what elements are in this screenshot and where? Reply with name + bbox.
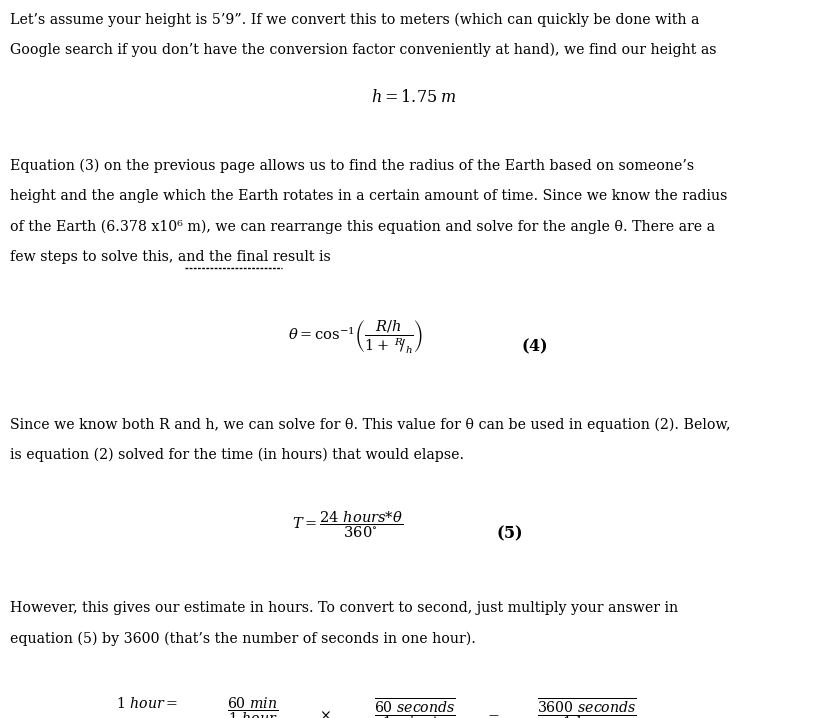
Text: $h = 1.75\;m$: $h = 1.75\;m$ — [370, 89, 457, 106]
Text: $=$: $=$ — [485, 709, 500, 718]
Text: Since we know both R and h, we can solve for θ. This value for θ can be used in : Since we know both R and h, we can solve… — [10, 417, 730, 432]
Text: $\dfrac{\overline{3600\ seconds}}{1\ hour}$: $\dfrac{\overline{3600\ seconds}}{1\ hou… — [538, 696, 637, 718]
Text: $\theta = \cos^{-1}\!\left(\dfrac{\,R/h\,}{1+\,^{R}\!/_{h}}\right)$: $\theta = \cos^{-1}\!\left(\dfrac{\,R/h\… — [288, 320, 423, 356]
Text: $\mathbf{(5)}$: $\mathbf{(5)}$ — [496, 523, 523, 543]
Text: However, this gives our estimate in hours. To convert to second, just multiply y: However, this gives our estimate in hour… — [10, 601, 678, 615]
Text: $\times$: $\times$ — [319, 709, 331, 718]
Text: few steps to solve this, and the final result is: few steps to solve this, and the final r… — [10, 250, 331, 264]
Text: of the Earth (6.378 x10⁶ m), we can rearrange this equation and solve for the an: of the Earth (6.378 x10⁶ m), we can rear… — [10, 220, 715, 234]
Text: $1\ hour =$: $1\ hour =$ — [116, 696, 178, 711]
Text: Google search if you don’t have the conversion factor conveniently at hand), we : Google search if you don’t have the conv… — [10, 43, 716, 57]
Text: $\dfrac{60\ min}{1\ hour}$: $\dfrac{60\ min}{1\ hour}$ — [227, 696, 278, 718]
Text: Equation (3) on the previous page allows us to find the radius of the Earth base: Equation (3) on the previous page allows… — [10, 159, 694, 174]
Text: is equation (2) solved for the time (in hours) that would elapse.: is equation (2) solved for the time (in … — [10, 447, 464, 462]
Text: Let’s assume your height is 5’9”. If we convert this to meters (which can quickl: Let’s assume your height is 5’9”. If we … — [10, 13, 700, 27]
Text: $T = \dfrac{24\ hours{*}\theta}{360^{\circ}}$: $T = \dfrac{24\ hours{*}\theta}{360^{\ci… — [292, 509, 403, 540]
Text: $\mathbf{(4)}$: $\mathbf{(4)}$ — [521, 337, 547, 356]
Text: height and the angle which the Earth rotates in a certain amount of time. Since : height and the angle which the Earth rot… — [10, 190, 727, 203]
Text: equation (5) by 3600 (that’s the number of seconds in one hour).: equation (5) by 3600 (that’s the number … — [10, 631, 476, 645]
Text: $\dfrac{\overline{60\ seconds}}{1\ minute}$: $\dfrac{\overline{60\ seconds}}{1\ minut… — [375, 696, 456, 718]
